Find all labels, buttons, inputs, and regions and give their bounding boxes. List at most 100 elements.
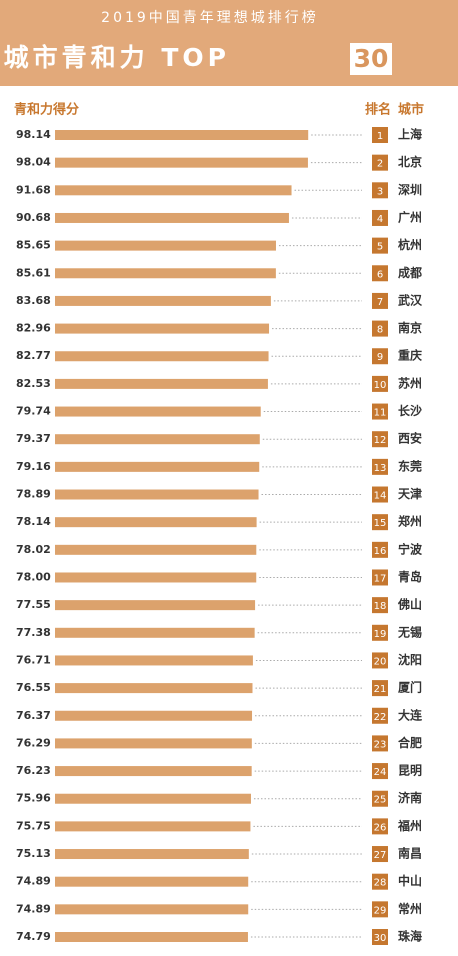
city-label: 西安 (398, 431, 422, 446)
rank-label: 15 (374, 518, 387, 529)
value-label: 79.37 (16, 432, 51, 445)
city-label: 佛山 (397, 597, 422, 612)
rank-box (372, 458, 388, 475)
value-label: 98.04 (16, 156, 51, 169)
city-label: 杭州 (398, 237, 422, 252)
rank-box (372, 652, 388, 669)
bar (55, 876, 249, 887)
rank-label: 28 (374, 878, 387, 889)
value-label: 76.29 (16, 736, 51, 749)
rank-box (372, 873, 388, 890)
rank-box (372, 763, 388, 780)
value-label: 78.00 (16, 570, 51, 583)
chart-title: 2019中国青年理想城排行榜 (101, 9, 319, 26)
value-label: 74.89 (16, 902, 51, 915)
value-label: 91.68 (16, 183, 51, 196)
bar (55, 655, 253, 666)
bar (55, 544, 257, 555)
city-label: 深圳 (398, 182, 422, 197)
city-label: 常州 (398, 901, 422, 916)
bar (55, 849, 249, 860)
bar (55, 212, 289, 223)
city-label: 东莞 (398, 458, 422, 473)
value-header: 青和力得分 (14, 102, 79, 118)
value-label: 75.75 (16, 819, 51, 832)
rank-box (372, 320, 388, 337)
value-label: 82.53 (16, 377, 51, 390)
value-label: 98.14 (16, 128, 51, 141)
city-label: 宁波 (398, 541, 423, 556)
city-label: 郑州 (398, 514, 422, 529)
rank-label: 11 (374, 408, 387, 419)
value-label: 79.16 (16, 460, 51, 473)
city-label: 广州 (398, 209, 422, 224)
value-label: 75.13 (16, 847, 51, 860)
city-label: 苏州 (398, 375, 422, 390)
bar (55, 627, 255, 638)
rank-box (372, 486, 388, 503)
value-label: 82.96 (16, 322, 51, 335)
rank-box (372, 735, 388, 752)
value-label: 90.68 (16, 211, 51, 224)
rank-label: 2 (377, 159, 383, 170)
bar (55, 766, 252, 777)
city-label: 济南 (398, 790, 422, 805)
rank-label: 17 (374, 573, 387, 584)
value-label: 79.74 (16, 405, 51, 418)
rank-box (372, 292, 388, 309)
value-label: 76.71 (16, 653, 51, 666)
bar (55, 932, 248, 942)
city-label: 上海 (398, 127, 422, 142)
rank-label: 30 (374, 933, 387, 944)
rank-label: 5 (377, 242, 383, 253)
value-label: 74.79 (16, 930, 51, 943)
city-label: 天津 (398, 486, 422, 501)
rank-box (372, 265, 388, 282)
rank-label: 3 (377, 186, 383, 197)
city-label: 厦门 (398, 680, 422, 695)
value-label: 75.96 (16, 792, 51, 805)
city-label: 南昌 (398, 846, 422, 861)
rank-box (372, 154, 388, 171)
rank-label: 19 (374, 629, 387, 640)
city-label: 南京 (398, 320, 422, 335)
city-label: 无锡 (397, 624, 422, 639)
value-label: 82.77 (16, 349, 51, 362)
city-label: 福州 (397, 818, 422, 833)
bar (55, 295, 271, 306)
rank-label: 14 (374, 491, 387, 502)
rank-label: 18 (374, 601, 387, 612)
bar (55, 821, 251, 832)
rank-box (372, 597, 388, 614)
rank-box (372, 182, 388, 199)
bar (55, 351, 269, 362)
rank-label: 22 (374, 712, 387, 723)
value-label: 76.37 (16, 709, 51, 722)
chart-subtitle-highlight: 30 (354, 44, 389, 73)
city-label: 中山 (398, 873, 422, 888)
rank-label: 10 (374, 380, 387, 391)
rank-label: 7 (377, 297, 383, 308)
value-label: 85.65 (16, 239, 51, 252)
rank-label: 25 (374, 795, 387, 806)
value-label: 74.89 (16, 875, 51, 888)
value-label: 77.55 (16, 598, 51, 611)
rank-box (372, 680, 388, 697)
bar (55, 461, 260, 472)
rank-label: 6 (377, 269, 383, 280)
rank-label: 27 (374, 850, 387, 861)
rank-box (372, 846, 388, 863)
rank-label: 9 (377, 352, 383, 363)
value-label: 85.61 (16, 266, 51, 279)
city-label: 珠海 (398, 929, 422, 944)
value-label: 76.23 (16, 764, 51, 777)
bar (55, 600, 256, 611)
rank-label: 21 (374, 684, 387, 695)
rank-box (372, 901, 388, 918)
city-label: 成都 (398, 265, 422, 280)
rank-box (372, 514, 388, 531)
rank-box (372, 707, 388, 724)
value-label: 77.38 (16, 626, 51, 639)
rank-box (372, 348, 388, 365)
city-label: 沈阳 (398, 652, 422, 667)
